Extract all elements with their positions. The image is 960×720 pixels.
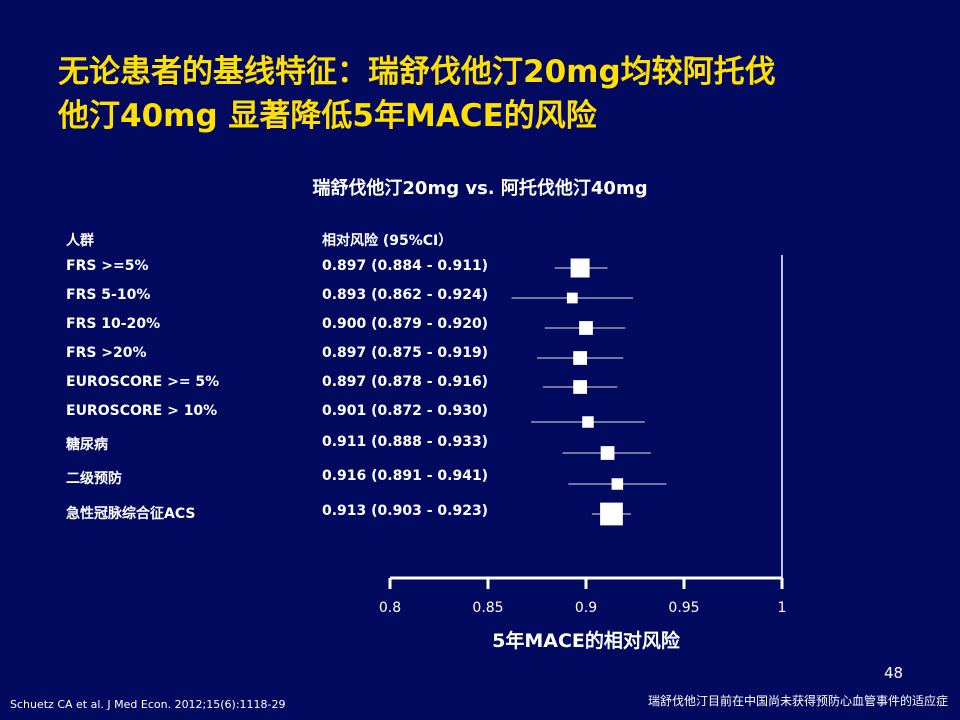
point-estimate-marker: [573, 380, 587, 394]
row-label: FRS 10-20%: [66, 316, 161, 332]
x-tick-label: 0.85: [472, 600, 503, 616]
relative-risk-header: 相对风险 (95%CI）: [322, 233, 453, 249]
row-label: 糖尿病: [66, 437, 108, 453]
citation: Schuetz CA et al. J Med Econ. 2012;15(6)…: [10, 698, 286, 711]
row-relative-risk: 0.897 (0.875 - 0.919): [322, 345, 489, 361]
point-estimate-marker: [570, 258, 590, 278]
population-header: 人群: [66, 233, 94, 249]
row-relative-risk: 0.897 (0.884 - 0.911): [322, 258, 489, 274]
x-tick-label: 0.8: [379, 600, 401, 616]
slide-title: 无论患者的基线特征：瑞舒伐他汀20mg均较阿托伐 他汀40mg 显著降低5年MA…: [58, 50, 938, 138]
row-label: EUROSCORE >= 5%: [66, 374, 220, 390]
x-tick-label: 1: [778, 600, 787, 616]
point-estimate-marker: [582, 416, 594, 428]
row-relative-risk: 0.900 (0.879 - 0.920): [322, 316, 489, 332]
row-label: FRS >20%: [66, 345, 147, 361]
point-estimate-marker: [600, 446, 615, 460]
x-tick-label: 0.9: [575, 600, 597, 616]
point-estimate-marker: [600, 502, 623, 526]
row-label: FRS 5-10%: [66, 287, 151, 303]
row-label: EUROSCORE > 10%: [66, 403, 218, 419]
footnote: 瑞舒伐他汀目前在中国尚未获得预防心血管事件的适应症: [647, 694, 948, 708]
row-label: 二级预防: [66, 471, 122, 487]
point-estimate-marker: [611, 478, 624, 490]
row-relative-risk: 0.897 (0.878 - 0.916): [322, 374, 489, 390]
slide-title-line-2: 他汀40mg 显著降低5年MACE的风险: [58, 98, 597, 134]
row-relative-risk: 0.913 (0.903 - 0.923): [322, 503, 489, 519]
point-estimate-marker: [573, 351, 587, 365]
row-relative-risk: 0.911 (0.888 - 0.933): [322, 434, 489, 450]
row-label: 急性冠脉综合征ACS: [66, 506, 196, 522]
point-estimate-marker: [579, 321, 593, 335]
chart-subtitle: 瑞舒伐他汀20mg vs. 阿托伐他汀40mg: [312, 178, 648, 199]
x-tick-label: 0.95: [668, 600, 699, 616]
row-relative-risk: 0.916 (0.891 - 0.941): [322, 468, 489, 484]
page-number: 48: [884, 664, 904, 682]
row-relative-risk: 0.901 (0.872 - 0.930): [322, 403, 489, 419]
x-axis-label: 5年MACE的相对风险: [492, 630, 680, 652]
row-relative-risk: 0.893 (0.862 - 0.924): [322, 287, 489, 303]
slide-title-line-1: 无论患者的基线特征：瑞舒伐他汀20mg均较阿托伐: [58, 54, 776, 90]
row-label: FRS >=5%: [66, 258, 149, 274]
point-estimate-marker: [566, 292, 578, 304]
